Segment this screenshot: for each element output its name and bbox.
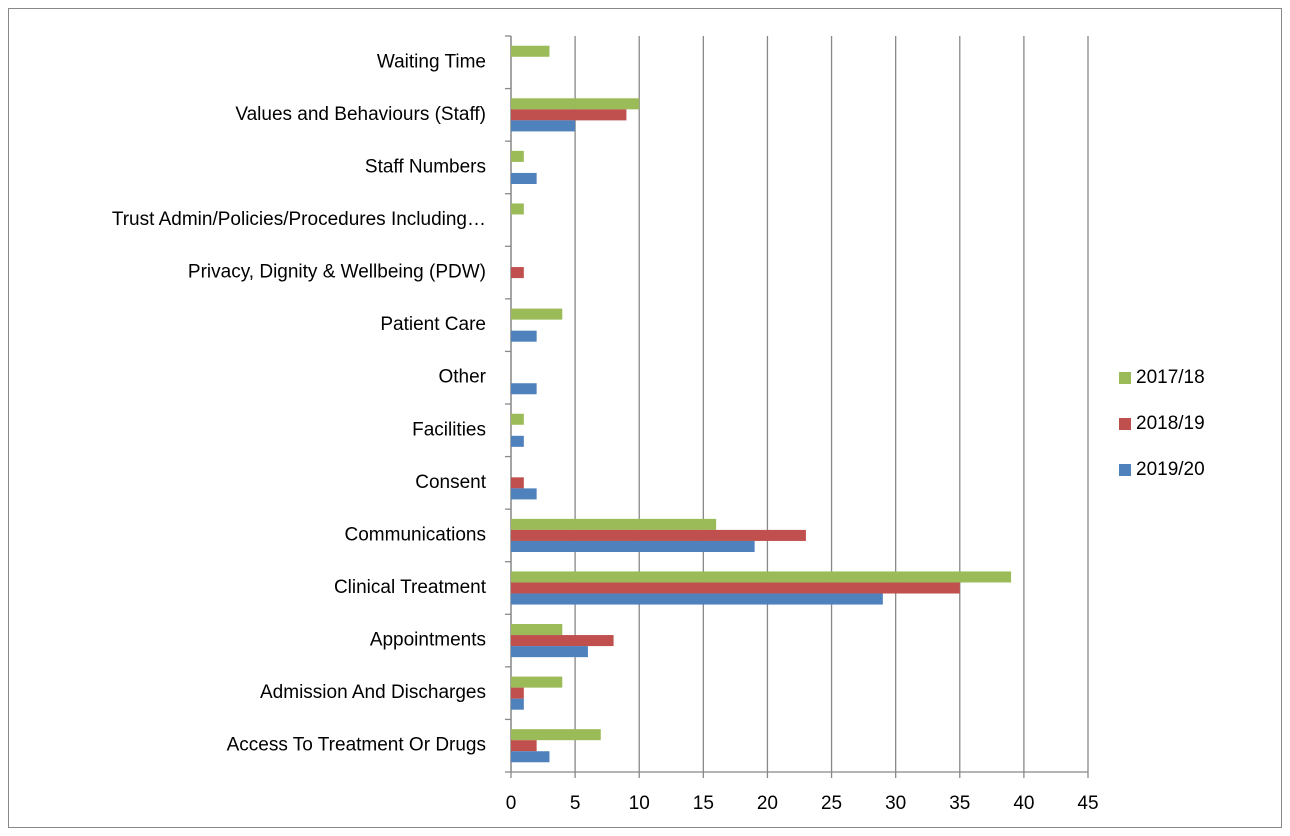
bar [511,687,524,699]
y-tick-label: Admission And Discharges [260,682,486,703]
bar [511,698,524,710]
y-tick-label: Waiting Time [377,51,486,72]
legend-label: 2019/20 [1136,459,1205,480]
bar [511,413,524,425]
bar [511,203,524,215]
bar [511,729,601,741]
bar [511,435,524,447]
bar [511,676,563,688]
x-tick-label: 15 [693,793,714,814]
legend-swatch [1119,372,1131,384]
y-tick-label: Consent [415,472,486,493]
bar [511,540,755,552]
y-tick-label: Appointments [370,630,486,651]
legend-label: 2017/18 [1136,367,1205,388]
bar [511,582,960,594]
bar [511,330,537,342]
bar [511,488,537,500]
y-tick-label: Patient Care [380,314,486,335]
y-tick-label: Facilities [412,419,486,440]
y-tick-label: Trust Admin/Policies/Procedures Includin… [112,209,486,230]
x-tick-label: 35 [949,793,970,814]
bar [511,477,524,489]
bar [511,120,576,132]
bar [511,383,537,395]
bar [511,593,883,605]
bar [511,109,627,121]
x-tick-label: 20 [757,793,778,814]
y-tick-label: Values and Behaviours (Staff) [235,104,486,125]
x-tick-label: 5 [570,793,581,814]
chart-border [8,8,1282,828]
x-tick-label: 10 [629,793,650,814]
bar [511,646,588,658]
bar [511,172,537,184]
x-tick-label: 45 [1077,793,1098,814]
bar [511,571,1012,583]
bar [511,308,563,320]
legend-swatch [1119,418,1131,430]
bar [511,518,717,530]
y-tick-label: Communications [345,524,487,545]
bar [511,267,524,279]
bar [511,635,614,647]
bar [511,529,806,541]
y-tick-label: Other [438,367,486,388]
y-tick-label: Staff Numbers [365,156,486,177]
y-tick-label: Clinical Treatment [334,577,487,598]
x-tick-label: 25 [821,793,842,814]
legend-swatch [1119,464,1131,476]
y-tick-label: Privacy, Dignity & Wellbeing (PDW) [188,262,486,283]
bar [511,98,640,110]
y-tick-label: Access To Treatment Or Drugs [227,735,486,756]
bar [511,751,550,763]
legend-label: 2018/19 [1136,413,1205,434]
bar [511,45,550,57]
x-tick-label: 40 [1013,793,1034,814]
x-tick-label: 30 [885,793,906,814]
x-tick-label: 0 [506,793,517,814]
bar [511,150,524,162]
bar [511,624,563,636]
bar [511,740,537,752]
